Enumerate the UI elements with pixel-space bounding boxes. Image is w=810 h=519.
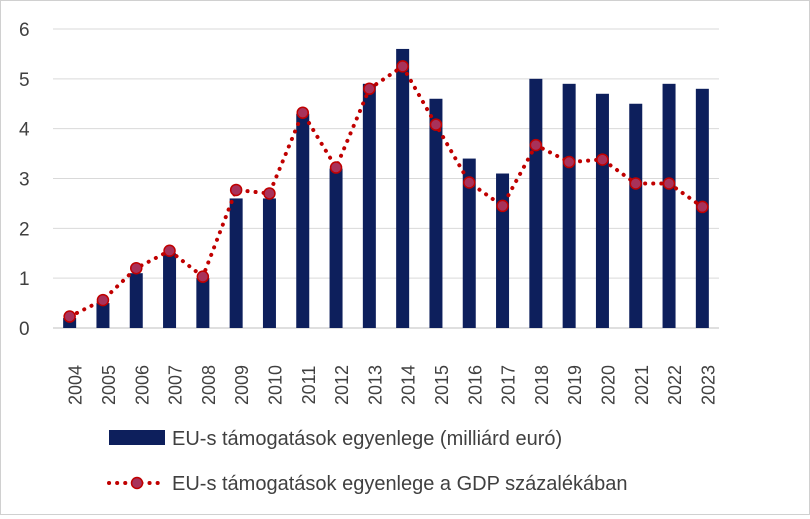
x-tick-label: 2013 (365, 365, 385, 405)
bar (63, 318, 77, 328)
x-tick-label: 2008 (199, 365, 219, 405)
bar (595, 93, 609, 329)
line-point (363, 82, 376, 96)
x-tick-label: 2018 (532, 365, 552, 405)
legend-bar-label: EU-s támogatások egyenlege (milliárd eur… (172, 428, 562, 450)
y-tick-label: 2 (19, 219, 30, 240)
x-tick-label: 2006 (132, 365, 152, 405)
y-tick-label: 4 (19, 120, 30, 141)
legend-line-marker (130, 476, 144, 490)
y-tick-label: 1 (19, 269, 30, 290)
line-point (163, 244, 176, 258)
legend: EU-s támogatások egyenlege (milliárd eur… (107, 428, 627, 495)
bar (629, 103, 643, 328)
line-point (396, 60, 409, 73)
line-point (229, 183, 243, 197)
line-point (63, 310, 76, 323)
x-tick-label: 2012 (332, 365, 352, 405)
y-tick-label: 6 (19, 20, 30, 41)
x-tick-label: 2020 (598, 365, 618, 405)
x-tick-label: 2016 (465, 365, 485, 405)
x-tick-label: 2023 (698, 365, 718, 405)
line-point (529, 138, 543, 152)
x-tick-label: 2017 (499, 365, 519, 405)
y-axis-ticks: 0 1 2 3 4 5 6 (19, 20, 30, 340)
bar (262, 198, 276, 328)
x-axis-ticks: 2004 2005 2006 2007 2008 2009 2010 2011 2012 2013… (66, 365, 719, 405)
x-tick-label: 2005 (99, 365, 119, 405)
bar (96, 303, 110, 328)
x-tick-label: 2014 (399, 365, 419, 405)
bar (229, 198, 243, 328)
line-point (130, 261, 143, 275)
bar (529, 78, 543, 328)
legend-item-bar: EU-s támogatások egyenlege (milliárd eur… (109, 428, 562, 450)
y-tick-label: 5 (19, 70, 30, 91)
bar (296, 113, 310, 328)
bar (396, 48, 410, 328)
bar (496, 173, 510, 328)
line-point (96, 293, 110, 307)
line-point (662, 177, 676, 190)
x-tick-label: 2015 (432, 365, 452, 405)
line-point (463, 176, 476, 189)
y-tick-label: 0 (19, 319, 30, 340)
x-tick-label: 2011 (299, 366, 319, 405)
bar (129, 273, 143, 328)
line-point (329, 161, 343, 174)
line-point (629, 177, 642, 190)
line-point (562, 155, 576, 169)
line-point (696, 200, 709, 214)
y-tick-label: 3 (19, 170, 30, 191)
bar (196, 278, 210, 328)
legend-item-line: EU-s támogatások egyenlege a GDP százalé… (107, 473, 627, 495)
bar-series (63, 48, 709, 329)
bar (462, 158, 476, 328)
x-tick-label: 2022 (665, 365, 685, 405)
legend-bar-swatch (109, 430, 165, 445)
bar (329, 168, 343, 328)
x-tick-label: 2019 (565, 365, 585, 405)
bar (662, 83, 676, 328)
x-tick-label: 2004 (66, 365, 86, 405)
x-tick-label: 2009 (232, 365, 252, 405)
legend-line-label: EU-s támogatások egyenlege a GDP százalé… (172, 473, 627, 495)
line-point (596, 153, 609, 166)
line-point (496, 199, 509, 213)
gridlines (53, 28, 719, 329)
bar (163, 253, 177, 328)
x-tick-label: 2021 (632, 365, 652, 405)
bar (429, 98, 443, 329)
line-point (196, 270, 210, 283)
line-point (429, 118, 443, 131)
x-tick-label: 2010 (265, 365, 285, 405)
bar (362, 83, 376, 328)
x-tick-label: 2007 (166, 365, 186, 405)
line-series (63, 60, 709, 323)
line-point (263, 187, 276, 200)
bar (562, 83, 576, 328)
line-point (296, 106, 309, 119)
